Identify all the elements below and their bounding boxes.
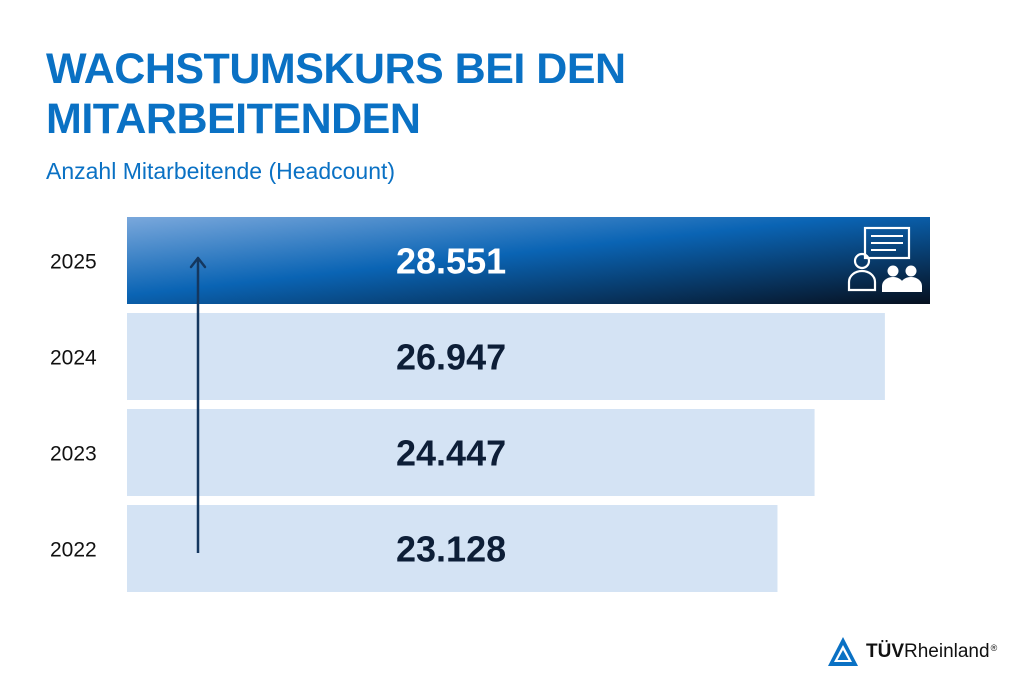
bars-group: 2025 28.551 2024 26.947 2023 24.447 2022 23.128 bbox=[50, 217, 930, 592]
value-label-2023: 24.447 bbox=[396, 433, 506, 474]
bar-2025 bbox=[127, 217, 930, 304]
growth-arrow-head bbox=[189, 256, 207, 269]
value-label-2024: 26.947 bbox=[396, 337, 506, 378]
presentation-people-icon-part-7 bbox=[905, 265, 917, 277]
bar-2022 bbox=[127, 505, 778, 592]
logo-brand-rest: Rheinland bbox=[904, 641, 990, 662]
logo-wordmark: TÜV Rheinland ® bbox=[866, 641, 997, 663]
year-label-2023: 2023 bbox=[50, 443, 97, 466]
year-label-2024: 2024 bbox=[50, 347, 97, 370]
presentation-people-icon-part-5 bbox=[847, 269, 877, 292]
tuv-rheinland-logo: TÜV Rheinland ® bbox=[826, 632, 1016, 672]
presentation-people-icon-part-9 bbox=[900, 277, 922, 292]
page-title: WACHSTUMSKURS BEI DEN MITARBEITENDEN bbox=[46, 44, 626, 144]
logo-brand-bold: TÜV bbox=[866, 641, 904, 662]
presentation-people-icon-part-0 bbox=[863, 226, 911, 260]
year-label-2025: 2025 bbox=[50, 251, 97, 274]
chart-subtitle: Anzahl Mitarbeitende (Headcount) bbox=[46, 158, 396, 184]
bar-2024 bbox=[127, 313, 885, 400]
bar-2023 bbox=[127, 409, 815, 496]
presentation-people-icon-part-8 bbox=[882, 277, 904, 292]
tuv-triangle-logo-icon bbox=[828, 637, 858, 666]
value-label-2025: 28.551 bbox=[396, 241, 506, 282]
growth-arrow bbox=[189, 256, 207, 553]
title-line-2: MITARBEITENDEN bbox=[46, 95, 421, 143]
value-label-2022: 23.128 bbox=[396, 529, 506, 570]
presentation-people-icon-part-6 bbox=[887, 265, 899, 277]
year-label-2022: 2022 bbox=[50, 539, 97, 562]
logo-registered: ® bbox=[990, 643, 998, 653]
presentation-people-icon-part-4 bbox=[853, 252, 871, 270]
title-line-1: WACHSTUMSKURS BEI DEN bbox=[46, 45, 626, 93]
presentation-people-icon bbox=[847, 226, 922, 292]
